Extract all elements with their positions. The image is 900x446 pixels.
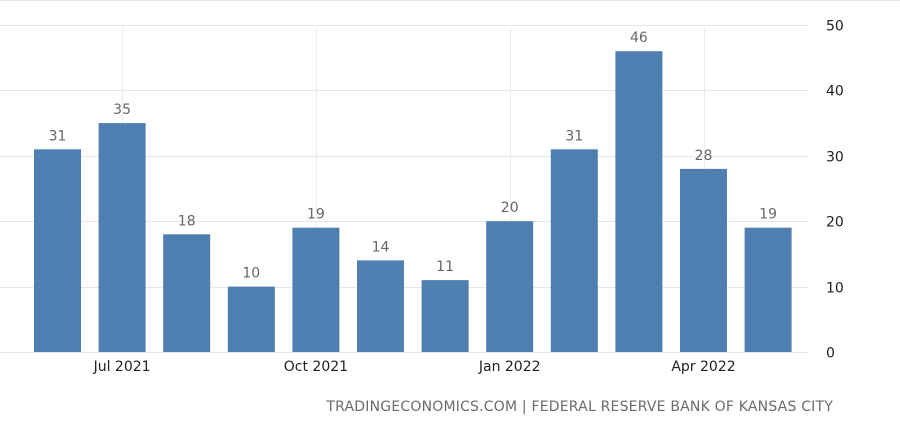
bar-jun-2021 bbox=[34, 149, 81, 352]
bar-jul-2021 bbox=[98, 123, 146, 352]
bar-nov-2021 bbox=[357, 260, 404, 352]
data-label: 20 bbox=[501, 200, 519, 216]
x-tick-label: Jan 2022 bbox=[478, 359, 541, 375]
y-tick-label-50: 50 bbox=[826, 19, 844, 35]
data-label: 31 bbox=[49, 128, 67, 144]
data-label: 19 bbox=[307, 207, 325, 223]
data-label: 28 bbox=[695, 148, 713, 164]
bar-feb-2022 bbox=[550, 149, 598, 352]
y-tick-label-20: 20 bbox=[826, 215, 844, 231]
y-axis-ticks: 0 10 20 30 40 50 bbox=[826, 19, 844, 362]
y-tick-label-40: 40 bbox=[826, 84, 844, 100]
data-label: 35 bbox=[113, 102, 131, 118]
data-label-layer: 31 35 18 10 19 14 11 20 31 46 28 19 bbox=[49, 30, 777, 281]
data-label: 46 bbox=[630, 30, 648, 46]
bar-apr-2022 bbox=[680, 168, 727, 352]
data-label: 18 bbox=[178, 213, 196, 229]
data-label: 14 bbox=[372, 239, 390, 255]
data-label: 11 bbox=[436, 259, 454, 275]
x-tick-label: Jul 2021 bbox=[93, 359, 151, 375]
bar-sep-2021 bbox=[227, 286, 275, 352]
data-label: 31 bbox=[565, 128, 583, 144]
y-tick-label-0: 0 bbox=[826, 346, 835, 362]
data-label: 10 bbox=[242, 266, 260, 282]
y-tick-label-10: 10 bbox=[826, 281, 844, 297]
bar-layer bbox=[34, 51, 792, 352]
x-axis-ticks: Jul 2021 Oct 2021 Jan 2022 Apr 2022 bbox=[93, 359, 736, 375]
data-label: 19 bbox=[759, 207, 777, 223]
y-tick-label-30: 30 bbox=[826, 150, 844, 166]
bar-may-2022 bbox=[744, 227, 792, 352]
bar-mar-2022 bbox=[615, 51, 663, 352]
x-tick-label: Apr 2022 bbox=[671, 359, 735, 375]
x-tick-label: Oct 2021 bbox=[284, 359, 348, 375]
bar-dec-2021 bbox=[421, 280, 469, 352]
bar-oct-2021 bbox=[292, 227, 340, 352]
source-attribution: TRADINGECONOMICS.COM | FEDERAL RESERVE B… bbox=[325, 399, 833, 415]
bar-aug-2021 bbox=[163, 234, 211, 352]
bar-jan-2022 bbox=[486, 221, 534, 352]
